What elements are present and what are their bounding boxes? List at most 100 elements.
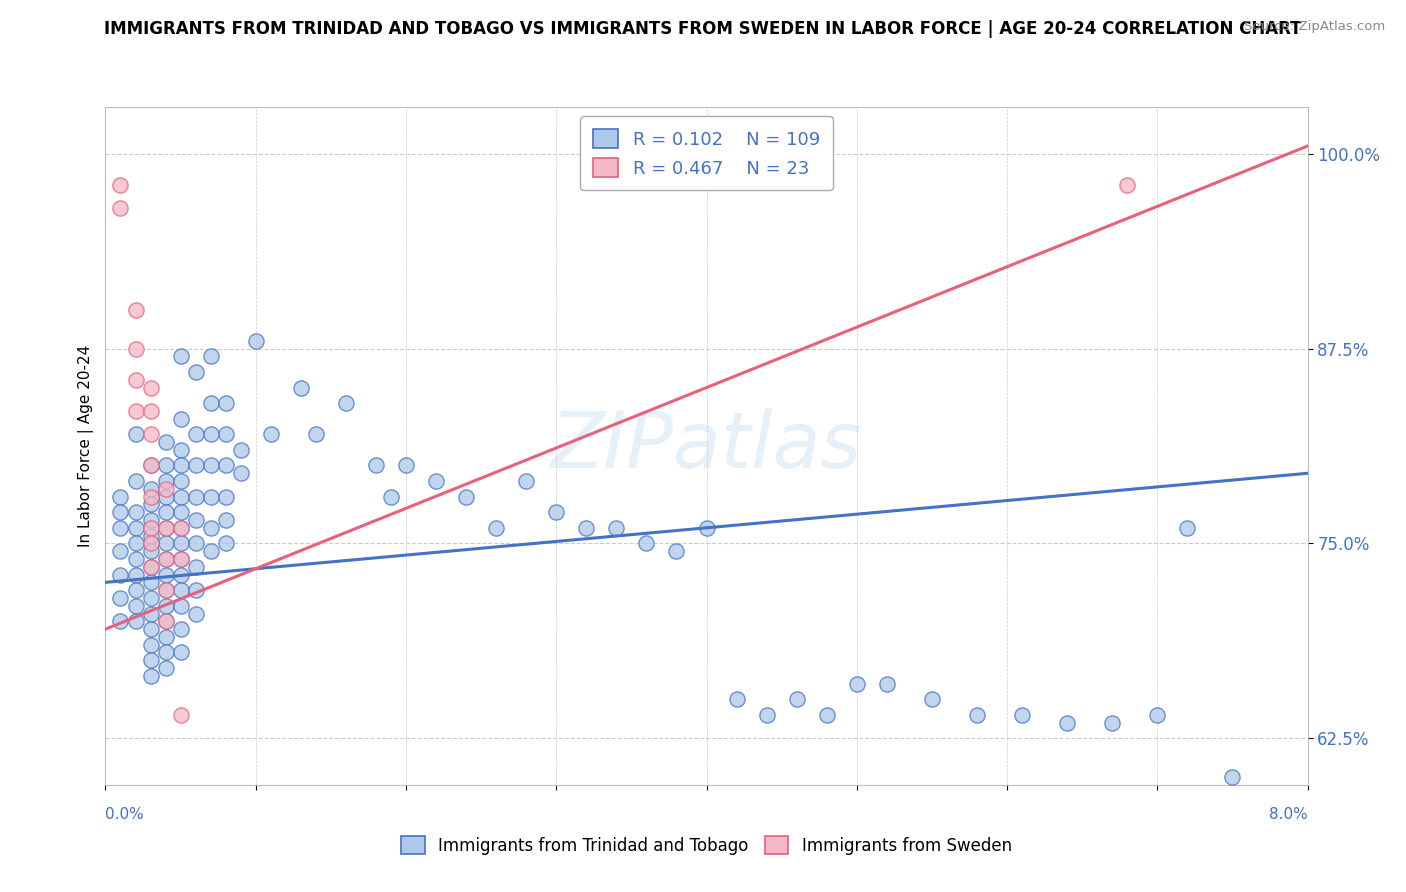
Point bbox=[169, 458, 191, 473]
Point bbox=[966, 707, 988, 722]
Point bbox=[124, 521, 146, 535]
Point bbox=[110, 567, 132, 582]
Point bbox=[1175, 521, 1198, 535]
Point bbox=[200, 350, 222, 364]
Point bbox=[139, 521, 162, 535]
Point bbox=[155, 505, 177, 519]
Point bbox=[169, 536, 191, 550]
Point bbox=[1146, 707, 1168, 722]
Point bbox=[786, 692, 808, 706]
Point bbox=[155, 458, 177, 473]
Point bbox=[169, 707, 191, 722]
Point bbox=[169, 521, 191, 535]
Point bbox=[260, 427, 283, 442]
Point bbox=[139, 575, 162, 590]
Point bbox=[139, 513, 162, 527]
Point bbox=[229, 442, 252, 457]
Point bbox=[124, 505, 146, 519]
Point bbox=[200, 458, 222, 473]
Text: Source: ZipAtlas.com: Source: ZipAtlas.com bbox=[1244, 20, 1385, 33]
Point bbox=[139, 669, 162, 683]
Point bbox=[139, 490, 162, 504]
Point bbox=[110, 202, 132, 216]
Point bbox=[169, 474, 191, 488]
Point bbox=[155, 615, 177, 629]
Point bbox=[155, 583, 177, 598]
Point bbox=[169, 490, 191, 504]
Point bbox=[124, 583, 146, 598]
Point bbox=[169, 411, 191, 425]
Point bbox=[155, 630, 177, 644]
Point bbox=[184, 536, 207, 550]
Point bbox=[139, 638, 162, 652]
Point bbox=[124, 567, 146, 582]
Point bbox=[155, 552, 177, 566]
Point bbox=[1056, 715, 1078, 730]
Point bbox=[245, 334, 267, 348]
Point bbox=[139, 536, 162, 550]
Point bbox=[124, 474, 146, 488]
Point bbox=[155, 599, 177, 613]
Y-axis label: In Labor Force | Age 20-24: In Labor Force | Age 20-24 bbox=[79, 345, 94, 547]
Point bbox=[139, 622, 162, 636]
Point bbox=[665, 544, 688, 558]
Point bbox=[110, 178, 132, 192]
Point bbox=[124, 536, 146, 550]
Point bbox=[139, 559, 162, 574]
Point bbox=[155, 567, 177, 582]
Point bbox=[169, 552, 191, 566]
Point bbox=[1011, 707, 1033, 722]
Point bbox=[214, 458, 236, 473]
Point bbox=[184, 513, 207, 527]
Point bbox=[214, 490, 236, 504]
Point bbox=[155, 482, 177, 496]
Point bbox=[815, 707, 838, 722]
Point bbox=[605, 521, 627, 535]
Point bbox=[454, 490, 477, 504]
Point bbox=[184, 427, 207, 442]
Text: IMMIGRANTS FROM TRINIDAD AND TOBAGO VS IMMIGRANTS FROM SWEDEN IN LABOR FORCE | A: IMMIGRANTS FROM TRINIDAD AND TOBAGO VS I… bbox=[104, 20, 1302, 37]
Point bbox=[290, 380, 312, 394]
Point bbox=[395, 458, 418, 473]
Point bbox=[725, 692, 748, 706]
Point bbox=[139, 404, 162, 418]
Point bbox=[139, 482, 162, 496]
Point bbox=[1116, 178, 1139, 192]
Point bbox=[184, 365, 207, 379]
Point bbox=[184, 458, 207, 473]
Point bbox=[575, 521, 598, 535]
Point bbox=[155, 474, 177, 488]
Point bbox=[110, 521, 132, 535]
Point bbox=[124, 615, 146, 629]
Point bbox=[139, 458, 162, 473]
Point bbox=[139, 653, 162, 667]
Point bbox=[139, 458, 162, 473]
Point bbox=[184, 583, 207, 598]
Point bbox=[335, 396, 357, 410]
Point bbox=[124, 427, 146, 442]
Point bbox=[921, 692, 943, 706]
Point bbox=[139, 427, 162, 442]
Point bbox=[184, 607, 207, 621]
Point bbox=[155, 435, 177, 450]
Point bbox=[200, 544, 222, 558]
Point bbox=[139, 607, 162, 621]
Text: 0.0%: 0.0% bbox=[105, 807, 145, 822]
Point bbox=[200, 396, 222, 410]
Point bbox=[155, 490, 177, 504]
Point bbox=[425, 474, 447, 488]
Point bbox=[214, 427, 236, 442]
Point bbox=[155, 521, 177, 535]
Point bbox=[155, 583, 177, 598]
Point bbox=[1101, 715, 1123, 730]
Point bbox=[169, 599, 191, 613]
Point bbox=[169, 552, 191, 566]
Point bbox=[110, 505, 132, 519]
Point bbox=[546, 505, 568, 519]
Point bbox=[124, 552, 146, 566]
Point bbox=[845, 676, 868, 690]
Point bbox=[200, 427, 222, 442]
Point bbox=[139, 380, 162, 394]
Text: ZIPatlas: ZIPatlas bbox=[551, 408, 862, 484]
Point bbox=[876, 676, 898, 690]
